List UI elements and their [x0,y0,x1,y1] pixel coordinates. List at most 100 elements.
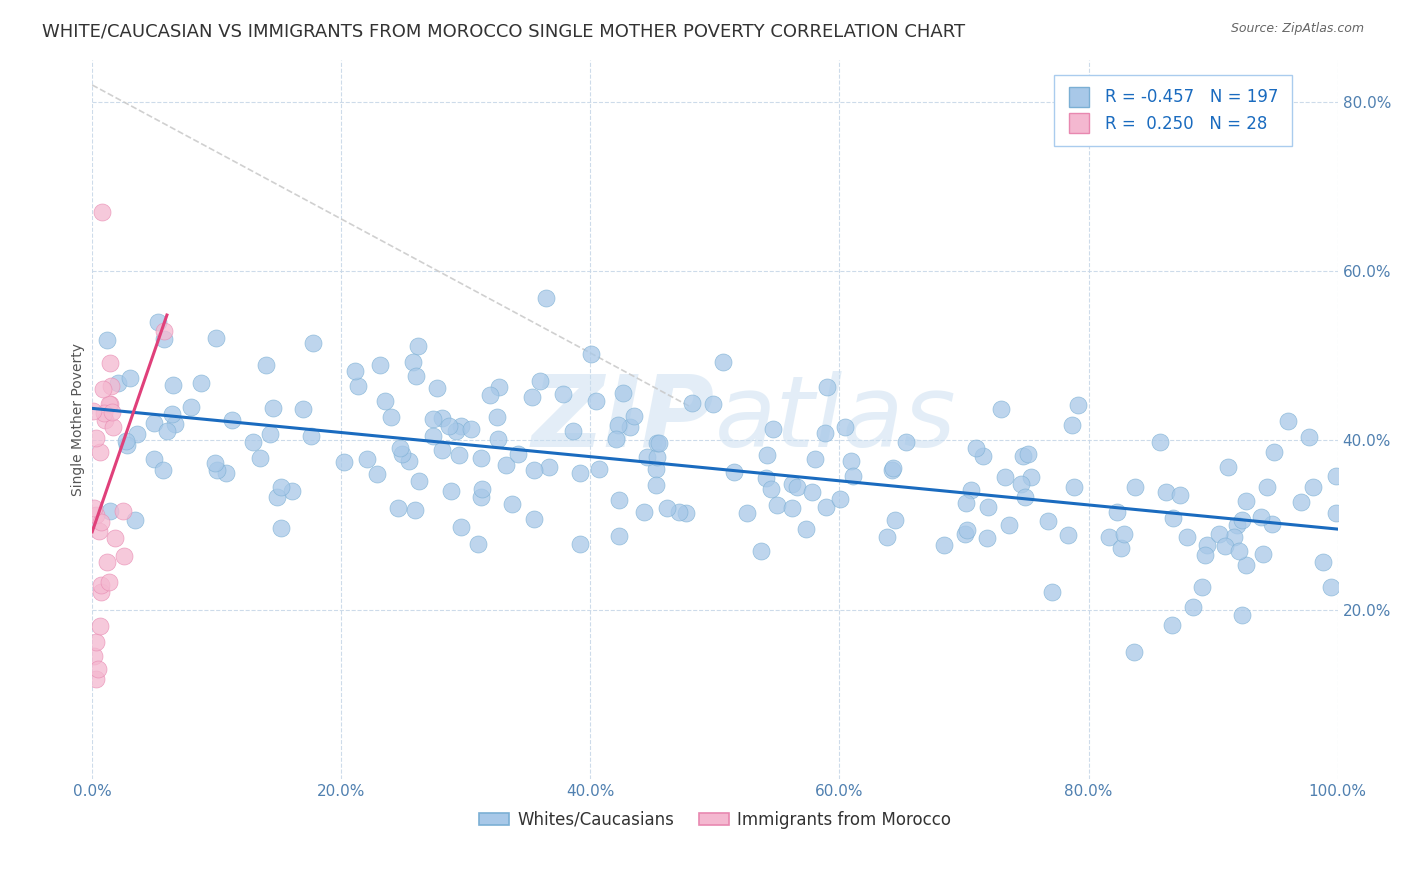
Point [391,447,413,461]
Point [115,438,138,452]
Point [205,331,228,345]
Point [668,506,690,520]
Point [633,505,655,519]
Point [755,471,778,485]
Point [404,503,426,517]
Point [723,465,745,479]
Point [124,513,146,527]
Point [215,466,238,480]
Point [681,396,703,410]
Point [1175,530,1198,544]
Point [538,460,561,475]
Point [605,432,627,446]
Point [112,549,135,564]
Point [152,332,174,346]
Point [1234,558,1257,573]
Point [1194,549,1216,563]
Text: WHITE/CAUCASIAN VS IMMIGRANTS FROM MOROCCO SINGLE MOTHER POVERTY CORRELATION CHA: WHITE/CAUCASIAN VS IMMIGRANTS FROM MOROC… [42,22,966,40]
Point [422,429,444,443]
Point [84,634,107,648]
Point [281,484,304,499]
Point [553,387,575,401]
Point [380,410,402,425]
Point [343,364,366,378]
Point [89,619,111,633]
Point [1014,490,1036,504]
Point [100,379,122,393]
Point [486,433,509,447]
Point [426,382,449,396]
Point [180,400,202,414]
Point [366,467,388,481]
Point [766,498,789,512]
Point [508,446,530,460]
Point [104,532,127,546]
Text: ZIP: ZIP [531,371,714,467]
Point [160,407,183,421]
Point [839,454,862,468]
Point [120,370,142,384]
Point [449,448,471,462]
Point [960,483,983,497]
Point [270,480,292,494]
Point [398,453,420,467]
Point [114,434,136,449]
Point [1298,430,1320,444]
Point [127,426,149,441]
Point [89,445,111,459]
Point [467,537,489,551]
Point [1226,517,1249,532]
Point [619,420,641,434]
Point [794,522,817,536]
Point [569,537,592,551]
Point [107,376,129,390]
Point [98,397,121,411]
Point [1324,469,1347,483]
Point [1067,398,1090,412]
Point [1223,530,1246,544]
Point [1234,494,1257,508]
Point [1109,541,1132,556]
Point [1277,414,1299,428]
Point [98,356,121,370]
Point [1312,556,1334,570]
Point [737,506,759,520]
Point [495,458,517,472]
Point [751,544,773,558]
Point [450,418,472,433]
Point [644,462,666,476]
Point [636,450,658,464]
Point [1289,494,1312,508]
Point [523,512,546,526]
Point [83,649,105,664]
Point [972,450,994,464]
Point [479,388,502,402]
Point [142,451,165,466]
Point [998,518,1021,533]
Point [259,426,281,441]
Point [84,431,107,445]
Point [266,491,288,505]
Point [1191,580,1213,594]
Point [1105,505,1128,519]
Point [990,401,1012,416]
Point [607,418,630,433]
Point [1036,515,1059,529]
Point [1251,547,1274,561]
Point [523,463,546,477]
Point [432,442,454,457]
Point [439,418,461,433]
Point [87,662,110,676]
Point [756,448,779,462]
Point [955,496,977,510]
Point [965,442,987,456]
Point [1063,480,1085,494]
Point [780,501,803,516]
Point [1320,580,1343,594]
Point [702,397,724,411]
Point [162,377,184,392]
Point [356,452,378,467]
Point [204,456,226,470]
Point [91,205,114,219]
Point [585,393,607,408]
